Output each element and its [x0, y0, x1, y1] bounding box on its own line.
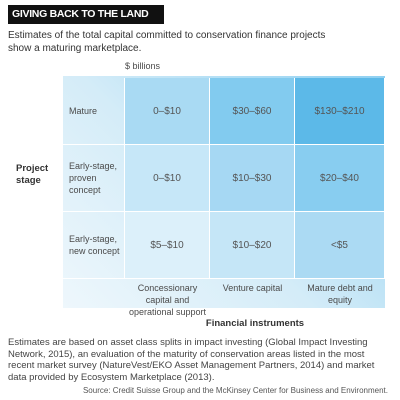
cell: $30–$60 — [210, 78, 295, 145]
source: Source: Credit Suisse Group and the McKi… — [82, 386, 388, 395]
unit-label: $ billions — [125, 61, 161, 71]
cell: $10–$30 — [210, 145, 295, 212]
cell: <$5 — [295, 212, 385, 279]
footnote: Estimates are based on asset class split… — [8, 337, 375, 383]
cell: 0–$10 — [125, 78, 210, 145]
cell: 0–$10 — [125, 145, 210, 212]
column-axis-label: Financial instruments — [205, 318, 305, 329]
row-axis-label: Project stage — [16, 163, 49, 186]
cell: $10–$20 — [210, 212, 295, 279]
row-label: Early-stage, new concept — [63, 212, 125, 279]
row-label: Early-stage, proven concept — [63, 145, 125, 212]
row-label: Mature — [63, 78, 125, 145]
subtitle: Estimates of the total capital committed… — [8, 30, 326, 54]
column-label: Mature debt and equity — [307, 283, 373, 305]
title: GIVING BACK TO THE LAND — [8, 5, 164, 24]
column-label: Venture capital — [222, 283, 283, 293]
cell: $130–$210 — [295, 78, 385, 145]
cell: $20–$40 — [295, 145, 385, 212]
column-label: Concessionary capital and operational su… — [128, 283, 207, 317]
matrix: Mature 0–$10 $30–$60 $130–$210 Early-stage, … — [63, 76, 385, 317]
cell: $5–$10 — [125, 212, 210, 279]
